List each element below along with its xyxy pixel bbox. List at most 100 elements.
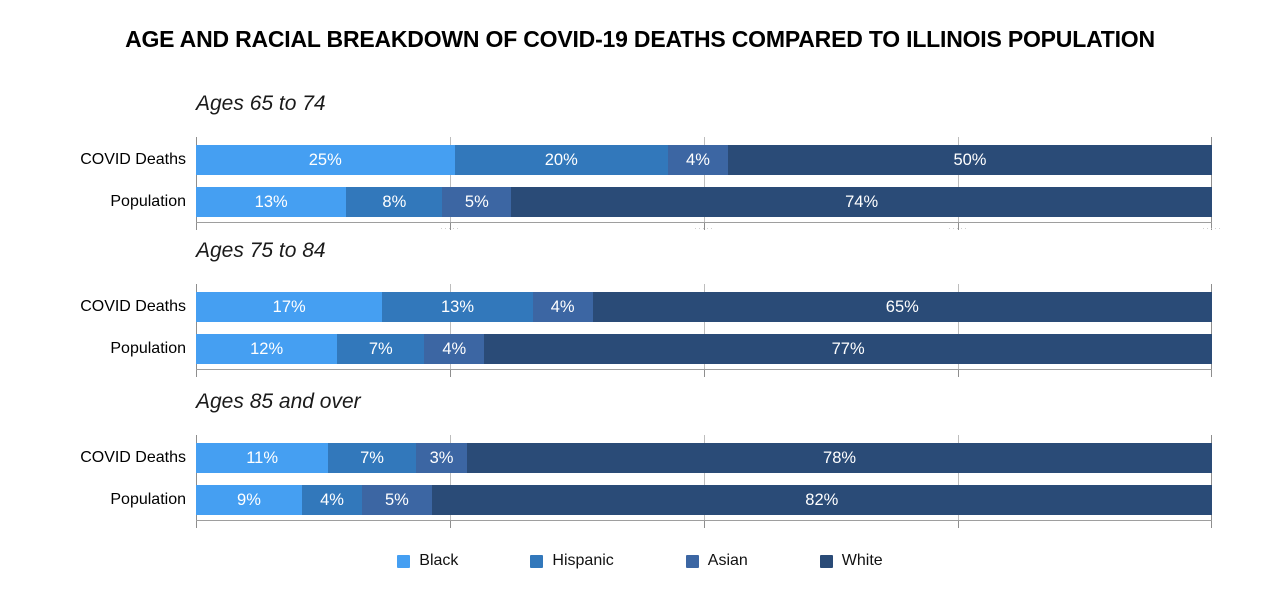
- legend-label: Black: [419, 552, 459, 569]
- section-plot: COVID Deaths 17% 13% 4% 65% Population 12% 7% 4%…: [80, 284, 1212, 382]
- age-section-2: Ages 75 to 84 COVID Deaths 17% 13% 4% 65% Popu…: [0, 239, 1280, 389]
- bar-segment-hispanic: 8%: [346, 187, 443, 217]
- chart-title: AGE AND RACIAL BREAKDOWN OF COVID-19 DEA…: [125, 26, 1155, 52]
- legend-item-hispanic: Hispanic: [530, 552, 614, 570]
- bar-row: COVID Deaths 25% 20% 4% 50%: [80, 145, 1212, 175]
- segment-value-label: 77%: [831, 339, 865, 358]
- legend-swatch-hispanic: [530, 554, 544, 568]
- axis-tick-label-faded: ·····: [694, 223, 714, 233]
- row-label: COVID Deaths: [80, 449, 186, 466]
- gridline-50pct: [704, 284, 705, 369]
- gridline-50pct: [704, 435, 705, 520]
- bar-row: Population 9% 4% 5% 82%: [110, 485, 1212, 515]
- row-label: Population: [110, 193, 186, 210]
- segment-value-label: 12%: [250, 339, 284, 358]
- axis-tick-25pct: [450, 223, 451, 230]
- bar-segment-black: 17%: [196, 292, 383, 322]
- segment-value-label: 13%: [441, 297, 475, 316]
- stacked-bar: 17% 13% 4% 65%: [196, 292, 1212, 322]
- bar-segment-black: 13%: [196, 187, 347, 217]
- row-label: Population: [110, 340, 186, 357]
- segment-value-label: 74%: [845, 192, 879, 211]
- segment-value-label: 3%: [429, 448, 454, 467]
- segment-value-label: 4%: [320, 490, 344, 509]
- section-header: Ages 65 to 74: [196, 92, 326, 115]
- row-label: COVID Deaths: [80, 298, 186, 315]
- section-header: Ages 85 and over: [196, 390, 361, 413]
- bar-segment-black: 25%: [196, 145, 455, 175]
- bar-segment-black: 9%: [196, 485, 302, 515]
- row-label: COVID Deaths: [80, 151, 186, 168]
- legend-swatch-black: [397, 554, 411, 568]
- legend-item-asian: Asian: [685, 552, 748, 570]
- gridline-75pct: [958, 284, 959, 369]
- row-label: Population: [110, 491, 186, 508]
- bar-segment-hispanic: 4%: [301, 485, 363, 515]
- bar-segment-hispanic: 13%: [382, 292, 533, 322]
- bar-row: COVID Deaths 17% 13% 4% 65%: [80, 292, 1212, 322]
- gridline-0pct: [196, 284, 197, 369]
- axis-tick-75pct: [958, 521, 959, 528]
- gridline-25pct: [450, 435, 451, 520]
- axis-tick-label-faded: ·····: [440, 223, 460, 233]
- legend-label: White: [841, 552, 883, 569]
- axis-tick-100pct: [1211, 223, 1212, 230]
- gridline-25pct: [450, 284, 451, 369]
- bar-segment-asian: 4%: [424, 334, 485, 364]
- bar-segment-black: 12%: [196, 334, 338, 364]
- bar-row: Population 13% 8% 5% 74%: [110, 187, 1212, 217]
- age-section-1: Ages 65 to 74 ····· ····· ····· ····· COVID D…: [0, 92, 1280, 242]
- gridline-50pct: [704, 137, 705, 222]
- segment-value-label: 50%: [953, 150, 987, 169]
- axis-tick-0pct: [196, 521, 197, 528]
- segment-value-label: 5%: [464, 192, 489, 211]
- legend-item-black: Black: [397, 552, 458, 570]
- legend-swatch-asian: [685, 554, 699, 568]
- axis-tick-50pct: [704, 521, 705, 528]
- segment-value-label: 5%: [384, 490, 409, 509]
- segment-value-label: 8%: [382, 192, 407, 211]
- axis-tick-label-faded: ·····: [1202, 223, 1222, 233]
- bar-segment-white: 74%: [511, 187, 1212, 217]
- bar-segment-white: 77%: [484, 334, 1212, 364]
- segment-value-label: 7%: [368, 339, 393, 358]
- bar-segment-white: 82%: [431, 485, 1212, 515]
- axis-tick-0pct: [196, 370, 197, 377]
- gridline-100pct: [1211, 435, 1212, 520]
- segment-value-label: 4%: [442, 339, 467, 358]
- axis-tick-25pct: [450, 521, 451, 528]
- axis-tick-0pct: [196, 223, 197, 230]
- stacked-bar: 9% 4% 5% 82%: [196, 485, 1212, 515]
- bar-segment-asian: 5%: [442, 187, 512, 217]
- segment-value-label: 17%: [272, 297, 306, 316]
- segment-value-label: 13%: [254, 192, 288, 211]
- gridline-0pct: [196, 435, 197, 520]
- gridline-100pct: [1211, 284, 1212, 369]
- gridline-25pct: [450, 137, 451, 222]
- stacked-bar: 25% 20% 4% 50%: [196, 145, 1212, 175]
- stacked-bar: 13% 8% 5% 74%: [196, 187, 1212, 217]
- section-plot: COVID Deaths 11% 7% 3% 78% Population 9% 4% 5% 82…: [80, 435, 1212, 533]
- segment-value-label: 11%: [246, 448, 278, 467]
- bar-segment-white: 65%: [592, 292, 1212, 322]
- axis-baseline: [196, 520, 1212, 521]
- segment-value-label: 9%: [237, 490, 261, 509]
- axis-tick-100pct: [1211, 521, 1212, 528]
- legend-item-white: White: [819, 552, 883, 570]
- bar-segment-white: 50%: [727, 145, 1212, 175]
- bar-segment-asian: 3%: [415, 443, 468, 473]
- axis-tick-75pct: [958, 223, 959, 230]
- bar-row: Population 12% 7% 4% 77%: [110, 334, 1212, 364]
- section-header: Ages 75 to 84: [196, 239, 326, 262]
- bar-segment-hispanic: 7%: [337, 334, 425, 364]
- bar-row: COVID Deaths 11% 7% 3% 78%: [80, 443, 1212, 473]
- axis-tick-75pct: [958, 370, 959, 377]
- axis-tick-100pct: [1211, 370, 1212, 377]
- gridline-100pct: [1211, 137, 1212, 222]
- gridline-0pct: [196, 137, 197, 222]
- segment-value-label: 4%: [686, 150, 710, 169]
- segment-value-label: 82%: [805, 490, 839, 509]
- axis-tick-25pct: [450, 370, 451, 377]
- axis-tick-label-faded: ·····: [948, 223, 968, 233]
